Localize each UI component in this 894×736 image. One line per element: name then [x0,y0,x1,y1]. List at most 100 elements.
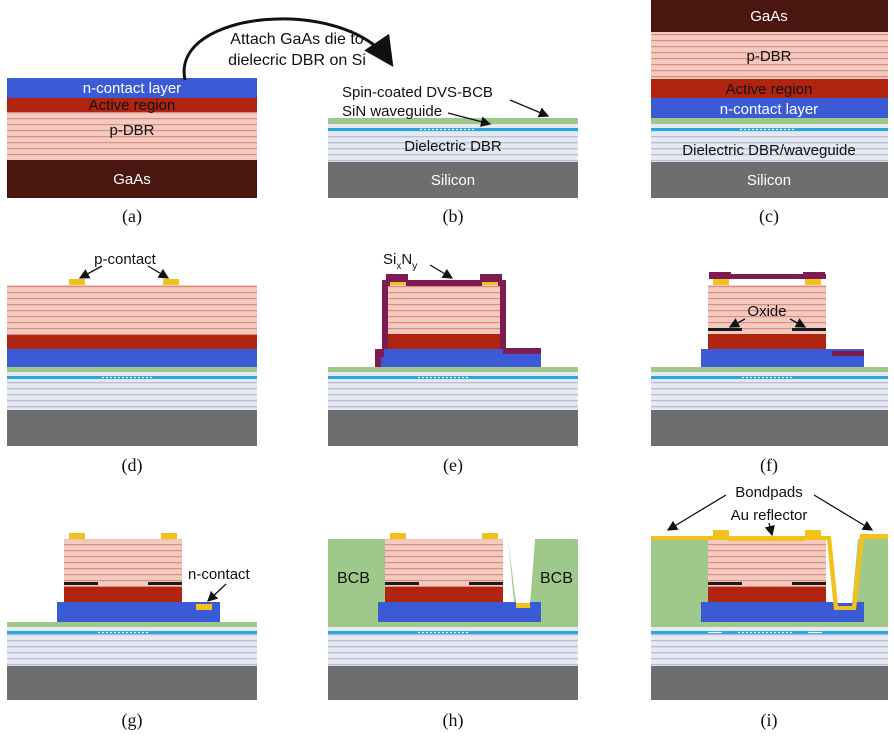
gaas-substrate [7,160,257,198]
active-region [651,79,888,98]
active-label: Active region [726,81,813,98]
oxide-left [64,582,98,585]
sinx-ledge [832,351,864,356]
caption-b: (b) [443,206,464,227]
dielectric-dbr [651,379,888,410]
n-contact-layer [378,602,541,622]
p-contact-right [482,533,498,539]
n-contact-layer [701,602,864,622]
caption-c: (c) [759,206,779,227]
caption-e: (e) [443,455,463,476]
p-dbr [7,112,257,160]
p-dbr [708,285,826,334]
active-region [708,587,826,602]
oxide-left [708,328,742,331]
panel-a: n-contact layer Active region p-DBR GaAs… [7,78,257,227]
oxide-label: Oxide [747,303,786,320]
p-contact-left [69,279,85,285]
active-region [708,334,826,349]
p-contact-right [163,279,179,285]
waveguide [651,631,888,634]
attach-line-2: dielecric DBR on Si [228,52,366,69]
n-contact-layer [57,602,220,622]
via-opening [508,539,535,603]
attach-arrow [182,17,394,81]
dielectric-dbr [7,379,257,410]
caption-i: (i) [761,710,778,731]
caption-f: (f) [760,455,778,476]
au-reflector [729,538,805,541]
p-contact-left [713,279,729,285]
n-contact-layer [651,98,888,118]
panel-e: SixNy (e) [328,251,578,476]
p-dbr [385,539,503,587]
p-dbr [708,539,826,587]
dielectric-dbr [328,131,578,162]
sinx-passivation [375,280,541,367]
silicon-substrate [651,410,888,446]
waveguide [651,376,888,379]
panel-h: BCB BCB (h) [328,533,578,731]
pdbr-label: p-DBR [109,122,154,139]
n-contact-layer [378,349,541,367]
caption-d: (d) [122,455,143,476]
dielectric-dbr [328,379,578,410]
silicon-substrate [651,666,888,700]
active-region [7,335,257,349]
silicon-label: Silicon [747,172,791,189]
panel-d: p-contact (d) [7,251,257,476]
silicon-substrate [651,162,888,198]
bcb-label: Spin-coated DVS-BCB [342,84,493,101]
panel-c: GaAs p-DBR Active region n-contact layer… [651,0,888,227]
n-contact-pad [516,603,530,608]
n-contact-layer [7,349,257,367]
sin-pointer [447,112,492,127]
gaas-label: GaAs [750,8,788,25]
sinx-top [709,274,826,279]
attach-line-1: Attach GaAs die to [230,31,364,48]
p-dbr [651,32,888,79]
p-contact-right [161,533,177,539]
waveguide [328,376,578,379]
au-reflector-label: Au reflector [731,507,808,524]
n-contact-layer [7,78,257,98]
p-dbr [385,285,503,334]
p-contact-right [805,279,821,285]
bondpads-label: Bondpads [735,484,803,501]
dielectric-dbr [328,634,578,666]
bcb-layer [328,118,578,124]
n-contact-label: n-contact layer [720,101,818,118]
panel-b: Spin-coated DVS-BCB SiN waveguide Dielec… [328,84,578,227]
oxide-right [148,582,182,585]
pcontact-label: p-contact [94,251,157,268]
p-dbr [64,539,182,587]
gaas-layer [651,0,888,32]
silicon-substrate [7,666,257,700]
active-region [64,587,182,602]
panel-g: n-contact (g) [7,533,257,731]
dielectric-dbr [7,634,257,666]
bcb-pointer [509,99,550,118]
p-dbr [7,285,257,335]
via-opening [831,539,858,603]
sin-label: SiN waveguide [342,103,442,120]
p-contact-left [69,533,85,539]
waveguide [328,631,578,634]
silicon-substrate [7,410,257,446]
caption-a: (a) [122,206,142,227]
p-contact-left [390,533,406,539]
dbr-label: Dielectric DBR [404,138,502,155]
silicon-substrate [328,162,578,198]
attach-step: Attach GaAs die to dielecric DBR on Si [182,17,394,81]
dielectric-dbr [651,131,888,162]
silicon-substrate [328,666,578,700]
sin-gap [328,124,578,128]
n-contact-pad [196,604,212,610]
sinx-label: SixNy [383,251,417,272]
active-region [385,587,503,602]
caption-h: (h) [443,710,464,731]
dbr-label: Dielectric DBR/waveguide [682,142,855,159]
bondpad-metal [651,530,888,610]
dielectric-dbr [651,634,888,666]
